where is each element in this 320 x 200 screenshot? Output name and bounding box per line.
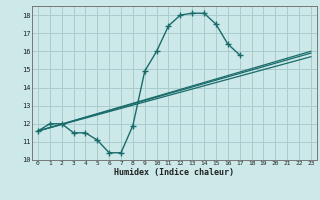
X-axis label: Humidex (Indice chaleur): Humidex (Indice chaleur) [115,168,234,177]
